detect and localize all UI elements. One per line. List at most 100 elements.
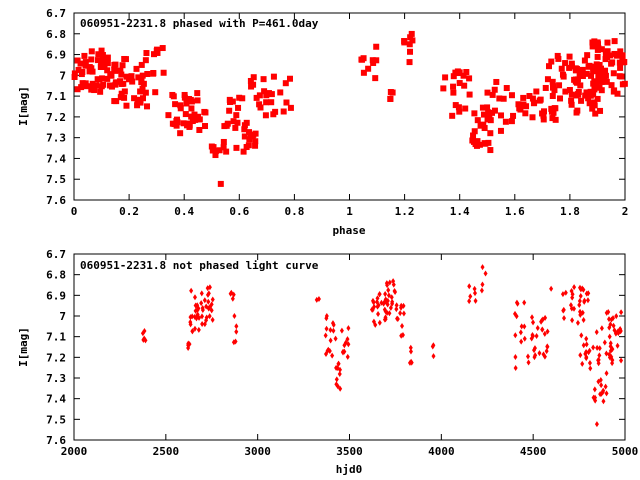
unphased-data-point [386, 292, 391, 299]
unphased-data-point [324, 315, 329, 322]
unphased-data-point [345, 353, 350, 360]
phased-plot-frame [73, 12, 626, 201]
phased-data-point [529, 95, 536, 102]
phased-data-point [455, 104, 462, 111]
phased-data-point [462, 105, 469, 112]
phased-data-point [360, 69, 367, 76]
phased-data-point [98, 47, 105, 54]
phased-data-point [602, 51, 609, 58]
phased-data-point [78, 84, 85, 91]
unphased-data-point [580, 360, 585, 367]
unphased-data-point [189, 287, 194, 294]
phased-data-point [515, 101, 522, 108]
unphased-data-point [230, 295, 235, 302]
unphased-data-point [604, 370, 609, 377]
phased-data-point [557, 95, 564, 102]
phased-x-tick-label: 0.2 [119, 205, 139, 218]
unphased-data-point [328, 326, 333, 333]
phased-light-curve-plot: 0 0.2 0.4 0.6 0.8 1 1.2 1.4 1.6 1.8 2 6.7 6.8 6.9 7 7.… [17, 7, 628, 237]
phased-data-point [579, 72, 586, 79]
phased-data-point [283, 99, 290, 106]
phased-data-point [154, 49, 161, 56]
unphased-data-point [400, 331, 405, 338]
phased-data-point [209, 147, 216, 154]
phased-data-point [108, 83, 115, 90]
unphased-x-tick-label: 3500 [336, 445, 363, 458]
unphased-y-axis-label: I[mag] [17, 327, 30, 367]
phased-data-point [471, 110, 478, 117]
phased-data-point [184, 122, 191, 129]
phased-data-point [520, 101, 527, 108]
phased-data-point [139, 85, 146, 92]
phased-data-point [597, 107, 604, 114]
unphased-data-point [376, 311, 381, 318]
phased-data-point [500, 95, 507, 102]
unphased-y-tick-label: 7.4 [46, 393, 66, 406]
phased-data-point [574, 107, 581, 114]
phased-data-point [591, 86, 598, 93]
unphased-data-point [192, 325, 197, 332]
unphased-y-tick-label: 7.5 [46, 413, 66, 426]
phased-data-point [610, 70, 617, 77]
phased-data-point [118, 90, 125, 97]
phased-data-point [152, 89, 159, 96]
phased-data-point [584, 52, 591, 59]
phased-data-point [139, 72, 146, 79]
phased-data-point [610, 88, 617, 95]
unphased-data-point [609, 353, 614, 360]
phased-data-point [583, 70, 590, 77]
unphased-data-point [467, 283, 472, 290]
unphased-data-point [618, 326, 623, 333]
phased-data-point [97, 88, 104, 95]
unphased-data-point [594, 329, 599, 336]
phased-data-point [188, 113, 195, 120]
phased-data-point [99, 52, 106, 59]
unphased-data-point [473, 297, 478, 304]
phased-data-point [401, 38, 408, 45]
phased-data-point [95, 51, 102, 58]
unphased-data-point [192, 294, 197, 301]
phased-data-point [194, 90, 201, 97]
unphased-data-point [339, 327, 344, 334]
unphased-data-point [207, 313, 212, 320]
phased-data-point [263, 92, 270, 99]
unphased-plot-title: 060951-2231.8 not phased light curve [80, 259, 319, 272]
phased-data-point [212, 148, 219, 155]
unphased-data-point [394, 302, 399, 309]
phased-data-point [387, 95, 394, 102]
unphased-data-point [619, 357, 624, 364]
unphased-data-point [526, 359, 531, 366]
phased-data-point [358, 56, 365, 63]
phased-data-point [129, 78, 136, 85]
phased-data-point [182, 111, 189, 118]
phased-data-point [195, 113, 202, 120]
phased-data-point [287, 104, 294, 111]
unphased-data-point [186, 344, 191, 351]
phased-data-point [177, 105, 184, 112]
phased-data-point [250, 81, 257, 88]
phased-data-point [117, 94, 124, 101]
phased-data-point [566, 53, 573, 60]
phased-data-point [119, 62, 126, 69]
phased-data-point [246, 136, 253, 143]
phased-data-point [568, 91, 575, 98]
unphased-data-point [596, 360, 601, 367]
unphased-data-point [570, 317, 575, 324]
unphased-data-point [383, 290, 388, 297]
phased-data-point [104, 75, 111, 82]
phased-data-point [246, 129, 253, 136]
phased-x-tick-label: 2 [622, 205, 629, 218]
unphased-data-point [206, 290, 211, 297]
phased-data-point [82, 62, 89, 69]
phased-data-point [603, 78, 610, 85]
phased-data-point [442, 74, 449, 81]
unphased-data-point [611, 322, 616, 329]
phased-data-point [260, 76, 267, 83]
phased-data-point [408, 30, 415, 37]
unphased-data-point [204, 314, 209, 321]
phased-data-point [150, 51, 157, 58]
phased-data-point [131, 95, 138, 102]
unphased-data-point [539, 317, 544, 324]
unphased-data-point [205, 285, 210, 292]
unphased-data-point [408, 344, 413, 351]
